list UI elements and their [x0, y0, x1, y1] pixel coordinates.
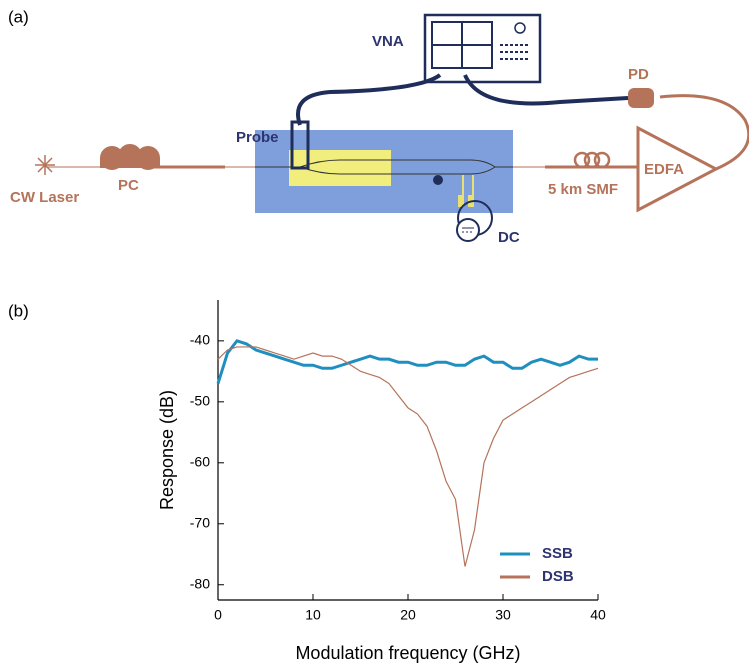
- fiber: [659, 94, 749, 171]
- smf-label: 5 km SMF: [548, 181, 618, 198]
- pd-icon: [628, 88, 654, 108]
- cable: [463, 74, 629, 106]
- x-tick-label: 30: [495, 607, 511, 623]
- y-tick-label: -60: [190, 454, 210, 470]
- vna-label: VNA: [372, 33, 404, 50]
- ring: [433, 175, 443, 185]
- pd-label: PD: [628, 66, 649, 83]
- pc-icon: [100, 144, 160, 170]
- panel-label: (b): [8, 301, 29, 320]
- laser-label: CW Laser: [10, 189, 79, 206]
- y-tick-label: -70: [190, 514, 210, 530]
- x-tick-label: 10: [305, 607, 321, 623]
- pc-label: PC: [118, 177, 139, 194]
- x-tick-label: 0: [214, 607, 222, 623]
- y-axis-title: Response (dB): [157, 390, 177, 510]
- series-line: [216, 339, 598, 384]
- series-line: [217, 346, 599, 567]
- smf-coil: [573, 151, 611, 169]
- cable: [296, 73, 442, 126]
- legend-label: SSB: [542, 545, 573, 562]
- edfa: [636, 125, 720, 213]
- y-tick-label: -40: [190, 332, 210, 348]
- edfa-label: EDFA: [644, 161, 684, 178]
- y-tick-label: -50: [190, 393, 210, 409]
- panel-label: (a): [8, 7, 29, 26]
- waveguide: [275, 159, 496, 175]
- chart: -40 -50 -60 -70 -800 10 20 30 40 Modulation frequ…: [157, 300, 606, 663]
- pad: [458, 195, 464, 207]
- dc-source: [456, 218, 480, 242]
- x-tick-label: 20: [400, 607, 416, 623]
- legend-label: DSB: [542, 568, 574, 585]
- x-tick-label: 40: [590, 607, 606, 623]
- vna-knob: [514, 22, 526, 34]
- laser-icon: [35, 155, 55, 175]
- x-axis-title: Modulation frequency (GHz): [295, 643, 520, 663]
- dc-label: DC: [498, 229, 520, 246]
- probe: [290, 120, 310, 170]
- diagram: (a) DC CW Laser PC 5 km SMF EDFA PD VNA …: [8, 7, 749, 246]
- y-tick-label: -80: [190, 575, 210, 591]
- probe-label: Probe: [236, 129, 279, 146]
